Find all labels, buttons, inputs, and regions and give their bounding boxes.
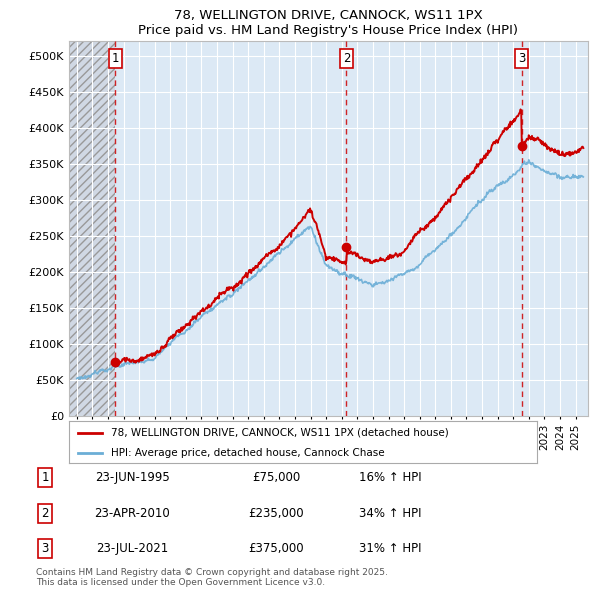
Text: £75,000: £75,000	[252, 471, 300, 484]
Text: 1: 1	[112, 52, 119, 65]
Text: 34% ↑ HPI: 34% ↑ HPI	[359, 507, 421, 520]
Text: 2: 2	[41, 507, 49, 520]
Text: 3: 3	[518, 52, 526, 65]
Text: 3: 3	[41, 542, 49, 555]
Text: £375,000: £375,000	[248, 542, 304, 555]
Text: HPI: Average price, detached house, Cannock Chase: HPI: Average price, detached house, Cann…	[111, 448, 385, 457]
Text: 23-APR-2010: 23-APR-2010	[94, 507, 170, 520]
Text: Contains HM Land Registry data © Crown copyright and database right 2025.
This d: Contains HM Land Registry data © Crown c…	[36, 568, 388, 587]
Text: 1: 1	[41, 471, 49, 484]
Bar	[69, 41, 115, 416]
Text: 31% ↑ HPI: 31% ↑ HPI	[359, 542, 421, 555]
Text: £235,000: £235,000	[248, 507, 304, 520]
Text: 23-JUN-1995: 23-JUN-1995	[95, 471, 169, 484]
Title: 78, WELLINGTON DRIVE, CANNOCK, WS11 1PX
Price paid vs. HM Land Registry's House : 78, WELLINGTON DRIVE, CANNOCK, WS11 1PX …	[139, 9, 518, 37]
Text: 2: 2	[343, 52, 350, 65]
Text: 16% ↑ HPI: 16% ↑ HPI	[359, 471, 421, 484]
Text: 78, WELLINGTON DRIVE, CANNOCK, WS11 1PX (detached house): 78, WELLINGTON DRIVE, CANNOCK, WS11 1PX …	[111, 428, 449, 438]
Text: 23-JUL-2021: 23-JUL-2021	[96, 542, 168, 555]
